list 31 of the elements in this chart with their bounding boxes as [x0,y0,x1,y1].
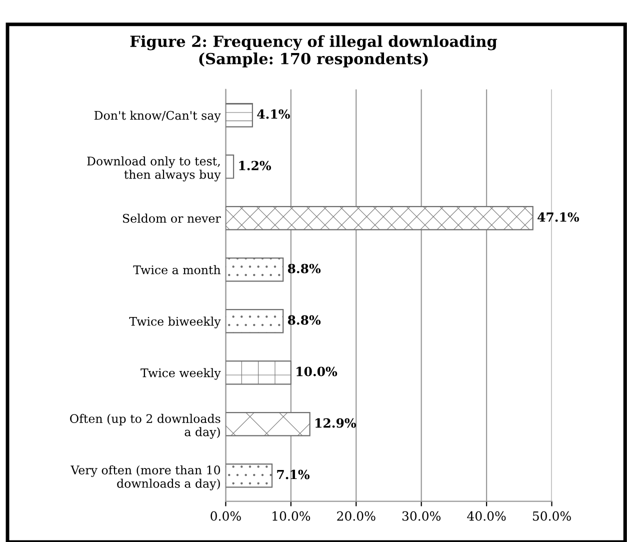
x-tick-label: 30.0% [402,511,441,521]
x-tick-label: 0.0% [210,511,241,521]
y-tick-label: Don't know/Can't say [94,110,221,122]
bar [226,258,284,282]
bar [226,412,310,436]
data-label: 12.9% [316,418,356,428]
y-tick-label: Twice biweekly [129,316,221,328]
y-tick-label: Very often (more than 10 downloads a day) [70,465,220,490]
y-tick-label: Often (up to 2 downloads a day) [70,414,220,439]
data-label: 47.1% [538,212,580,222]
data-label: 1.2% [239,160,272,170]
x-tick-label: 10.0% [272,511,310,521]
bar [226,206,534,230]
data-label: 4.1% [257,109,290,119]
bar [226,308,284,334]
data-label: 10.0% [296,366,338,376]
y-tick-label: Twice weekly [140,368,221,380]
data-label: 8.8% [288,264,321,274]
bar [226,360,292,385]
data-label: 7.1% [277,470,310,480]
x-tick-label: 20.0% [337,511,376,521]
bar [226,103,254,128]
bar [226,154,234,179]
chart-title: Figure 2: Frequency of illegal downloading (Sample: 170 respondents) [130,35,498,68]
x-tick-label: 40.0% [467,511,506,521]
y-tick-label: Twice a month [133,265,221,274]
bar [226,463,273,488]
data-label: 8.8% [288,315,321,325]
y-tick-label: Download only to test, then always buy [87,156,221,182]
x-tick-label: 50.0% [532,511,571,521]
y-tick-label: Seldom or never [122,214,221,223]
